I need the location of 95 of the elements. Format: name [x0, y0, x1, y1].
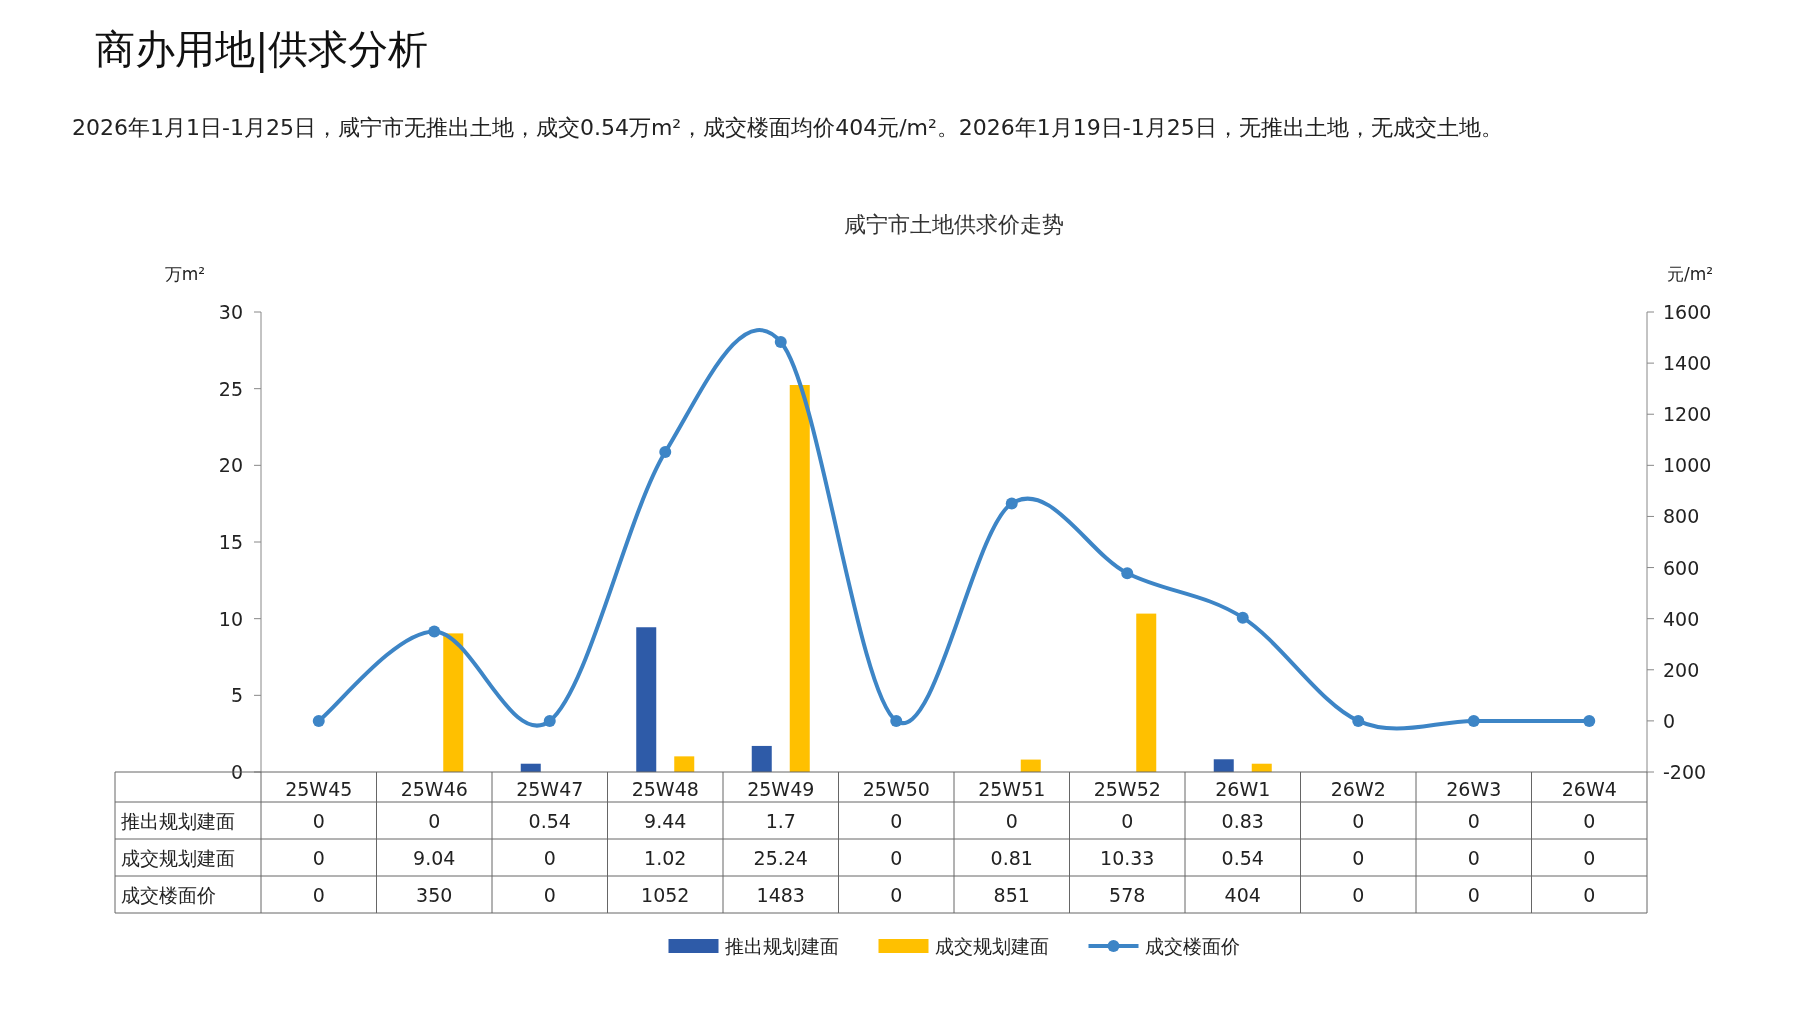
data-label: 0.54	[1221, 846, 1264, 869]
data-label: 0	[312, 809, 325, 832]
y2-tick-label: 1600	[1663, 301, 1712, 323]
data-label: 0.54	[528, 809, 571, 832]
x-tick-label: 25W52	[1093, 778, 1161, 800]
data-label: 10.33	[1100, 846, 1155, 869]
data-label: 578	[1109, 883, 1146, 906]
x-tick-label: 26W4	[1561, 778, 1617, 800]
y2-tick-label: 1200	[1663, 403, 1712, 426]
point	[774, 335, 787, 348]
data-label: 0.83	[1221, 809, 1264, 832]
bar	[1136, 613, 1157, 772]
data-label: 350	[416, 883, 453, 906]
data-label: 0	[1583, 883, 1596, 906]
point	[1005, 497, 1018, 510]
bar	[751, 745, 772, 772]
x-tick-label: 25W50	[862, 778, 930, 800]
data-label: 1.02	[644, 846, 687, 869]
y-tick-label: 15	[218, 531, 243, 553]
data-label: 0	[1352, 883, 1365, 906]
point	[659, 446, 672, 459]
x-tick-label: 26W1	[1215, 778, 1271, 800]
y-tick-label: 20	[218, 454, 243, 477]
point	[890, 714, 903, 727]
data-label: 0	[312, 883, 325, 906]
y-tick-label: 5	[230, 684, 243, 707]
x-tick-label: 25W51	[978, 778, 1046, 800]
y-axis-title: 万m²	[164, 264, 206, 284]
x-tick-label: 26W2	[1330, 778, 1386, 800]
data-label: 404	[1224, 883, 1261, 906]
y-tick-label: 10	[218, 607, 243, 630]
y2-tick-label: 1400	[1663, 352, 1712, 375]
bar	[1213, 759, 1234, 772]
point	[1236, 611, 1249, 624]
data-label: 0	[1121, 809, 1134, 832]
text: 成交楼面价	[121, 883, 216, 906]
x-tick-label: 25W48	[631, 778, 699, 800]
x-tick-label: 25W49	[747, 778, 815, 800]
x-tick-label: 25W46	[400, 778, 468, 800]
y-tick-label: 25	[218, 377, 243, 400]
data-label: 0	[890, 846, 903, 869]
data-label: 1.7	[765, 809, 796, 832]
y2-tick-label: 0	[1663, 709, 1676, 732]
data-label: 0	[543, 883, 556, 906]
text: 推出规划建面	[121, 809, 235, 832]
data-label: 0	[543, 846, 556, 869]
data-label: 0	[1583, 846, 1596, 869]
y2-tick-label: -200	[1663, 761, 1707, 783]
point	[543, 714, 556, 727]
y2-tick-label: 1000	[1663, 454, 1712, 477]
data-label: 1483	[756, 883, 805, 906]
y2-axis-title: 元/m²	[1666, 264, 1714, 284]
legend-label: 推出规划建面	[724, 935, 839, 957]
data-label: 25.24	[753, 846, 808, 869]
y-tick-label: 30	[218, 301, 243, 323]
point	[312, 714, 325, 727]
data-label: 0	[1583, 809, 1596, 832]
data-label: 0	[1352, 809, 1365, 832]
y2-tick-label: 200	[1663, 658, 1700, 681]
data-label: 9.44	[644, 809, 687, 832]
legend-label: 成交楼面价	[1144, 935, 1240, 957]
data-label: 0	[1005, 809, 1018, 832]
text: 2026年1月1日-1月25日，咸宁市无推出土地，成交0.54万m²，成交楼面均价404元/m²。2026年1月19日-1月25日，无推出土地，无成交土地。	[72, 114, 1504, 142]
text: 商办用地|供求分析	[95, 25, 429, 75]
point	[428, 625, 441, 638]
x-tick-label: 25W45	[285, 778, 353, 800]
data-label: 1052	[641, 883, 690, 906]
data-label: 851	[993, 883, 1030, 906]
point	[1583, 714, 1596, 727]
x-tick-label: 25W47	[516, 778, 584, 800]
data-label: 0	[890, 883, 903, 906]
y2-tick-label: 400	[1663, 607, 1700, 630]
text: 成交规划建面	[121, 846, 235, 869]
y2-tick-label: 800	[1663, 505, 1700, 528]
y-tick-label: 0	[230, 761, 243, 783]
data-label: 9.04	[413, 846, 456, 869]
data-label: 0	[1467, 883, 1480, 906]
point	[1352, 714, 1365, 727]
bar	[674, 756, 695, 772]
bar	[636, 627, 657, 772]
legend-label: 成交规划建面	[934, 935, 1049, 957]
data-label: 0	[428, 809, 441, 832]
data-label: 0	[1467, 846, 1480, 869]
bar	[789, 384, 810, 772]
data-label: 0	[312, 846, 325, 869]
y2-tick-label: 600	[1663, 556, 1700, 579]
point	[1121, 567, 1134, 580]
chart-title: 咸宁市土地供求价走势	[844, 212, 1064, 237]
data-label: 0.81	[990, 846, 1033, 869]
data-label: 0	[1467, 809, 1480, 832]
bar	[443, 633, 464, 772]
data-label: 0	[1352, 846, 1365, 869]
x-tick-label: 26W3	[1446, 778, 1502, 800]
point	[1467, 714, 1480, 727]
data-label: 0	[890, 809, 903, 832]
